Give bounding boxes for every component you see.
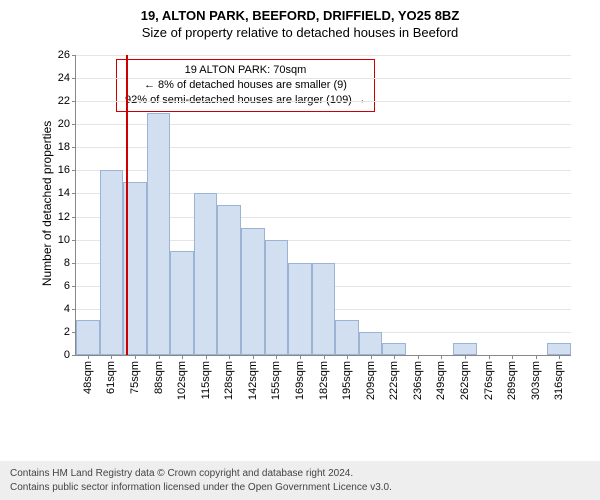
chart-area: Number of detached properties 19 ALTON P…	[50, 55, 570, 385]
x-tick-label: 209sqm	[365, 355, 377, 400]
histogram-bar	[100, 170, 124, 355]
x-tick-label: 303sqm	[530, 355, 542, 400]
histogram-bar	[335, 320, 359, 355]
y-tick-label: 8	[64, 257, 76, 269]
y-axis-label: Number of detached properties	[40, 121, 54, 286]
x-tick-label: 142sqm	[247, 355, 259, 400]
footer: Contains HM Land Registry data © Crown c…	[0, 461, 600, 500]
x-tick-label: 316sqm	[553, 355, 565, 400]
x-tick-label: 48sqm	[82, 355, 94, 394]
x-tick-label: 169sqm	[294, 355, 306, 400]
histogram-bar	[288, 263, 312, 355]
y-tick-label: 2	[64, 326, 76, 338]
histogram-bar	[359, 332, 383, 355]
title-main: 19, ALTON PARK, BEEFORD, DRIFFIELD, YO25…	[0, 0, 600, 23]
histogram-bar	[194, 193, 218, 355]
annotation-line: 19 ALTON PARK: 70sqm	[125, 63, 366, 78]
y-tick-label: 24	[58, 72, 76, 84]
x-tick-label: 276sqm	[483, 355, 495, 400]
x-tick-label: 75sqm	[129, 355, 141, 394]
annotation-box: 19 ALTON PARK: 70sqm ← 8% of detached ho…	[116, 59, 375, 112]
y-tick-label: 10	[58, 234, 76, 246]
title-sub: Size of property relative to detached ho…	[0, 23, 600, 40]
histogram-bar	[241, 228, 265, 355]
x-tick-label: 249sqm	[435, 355, 447, 400]
x-tick-label: 195sqm	[341, 355, 353, 400]
histogram-bar	[217, 205, 241, 355]
annotation-line: 92% of semi-detached houses are larger (…	[125, 93, 366, 108]
grid-line	[76, 78, 571, 79]
chart-container: 19, ALTON PARK, BEEFORD, DRIFFIELD, YO25…	[0, 0, 600, 500]
histogram-bar	[147, 113, 171, 355]
histogram-bar	[170, 251, 194, 355]
marker-line	[126, 55, 128, 355]
y-tick-label: 16	[58, 164, 76, 176]
grid-line	[76, 55, 571, 56]
y-tick-label: 18	[58, 141, 76, 153]
y-tick-label: 6	[64, 280, 76, 292]
y-tick-label: 14	[58, 187, 76, 199]
x-tick-label: 61sqm	[105, 355, 117, 394]
x-tick-label: 182sqm	[318, 355, 330, 400]
x-tick-label: 236sqm	[412, 355, 424, 400]
x-tick-label: 115sqm	[200, 355, 212, 399]
y-tick-label: 12	[58, 211, 76, 223]
histogram-bar	[547, 343, 571, 355]
histogram-bar	[312, 263, 336, 355]
histogram-bar	[76, 320, 100, 355]
histogram-bar	[453, 343, 477, 355]
x-tick-label: 155sqm	[270, 355, 282, 400]
y-tick-label: 20	[58, 118, 76, 130]
histogram-bar	[265, 240, 289, 355]
plot-region: 19 ALTON PARK: 70sqm ← 8% of detached ho…	[75, 55, 571, 356]
y-tick-label: 22	[58, 95, 76, 107]
y-tick-label: 26	[58, 49, 76, 61]
x-tick-label: 88sqm	[153, 355, 165, 394]
annotation-line: ← 8% of detached houses are smaller (9)	[125, 78, 366, 93]
x-tick-label: 289sqm	[506, 355, 518, 400]
x-tick-label: 128sqm	[223, 355, 235, 400]
footer-line: Contains public sector information licen…	[10, 481, 590, 495]
x-tick-label: 262sqm	[459, 355, 471, 400]
footer-line: Contains HM Land Registry data © Crown c…	[10, 467, 590, 481]
grid-line	[76, 101, 571, 102]
y-tick-label: 4	[64, 303, 76, 315]
histogram-bar	[382, 343, 406, 355]
y-tick-label: 0	[64, 349, 76, 361]
x-tick-label: 102sqm	[176, 355, 188, 400]
x-tick-label: 222sqm	[388, 355, 400, 400]
